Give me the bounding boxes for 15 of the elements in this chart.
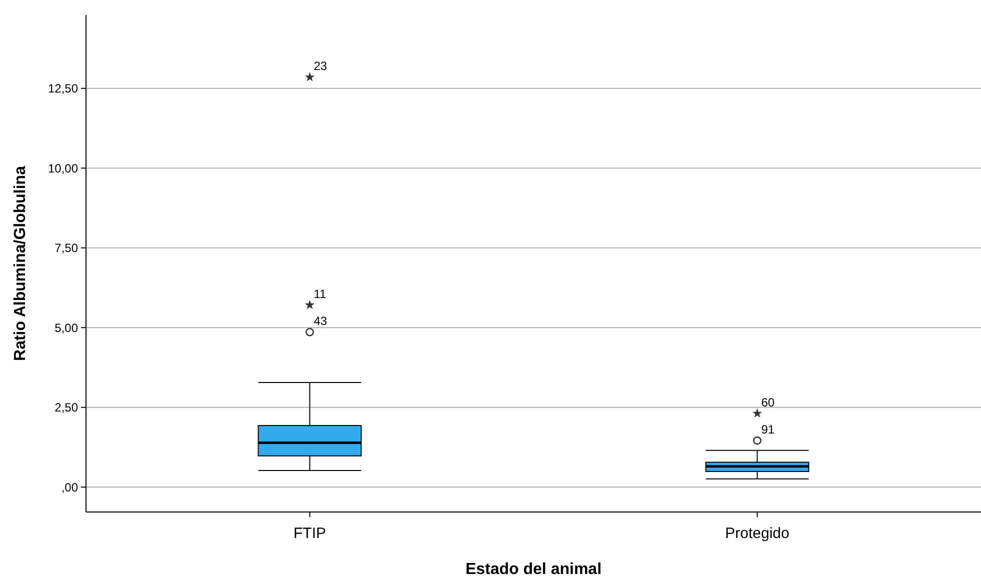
x-tick-label: FTIP [294, 525, 326, 542]
y-tick-label: 5,00 [54, 320, 78, 335]
annotation: 11 [314, 286, 327, 301]
annotation: 91 [761, 422, 775, 437]
y-tick-label: 7,50 [54, 241, 78, 256]
x-axis-title: Estado del animal [465, 561, 602, 578]
y-tick-label: ,00 [61, 480, 78, 494]
y-axis-title: Ratio Albumina/Globulina [12, 166, 29, 361]
y-tick-label: 12,50 [48, 82, 78, 96]
x-tick-label: Protegido [725, 525, 790, 542]
annotation: 23 [314, 59, 328, 74]
annotation: 60 [761, 395, 775, 410]
y-tick-label: 10,00 [48, 161, 78, 176]
y-tick-label: 2,50 [54, 400, 78, 415]
annotation: 43 [314, 314, 328, 328]
